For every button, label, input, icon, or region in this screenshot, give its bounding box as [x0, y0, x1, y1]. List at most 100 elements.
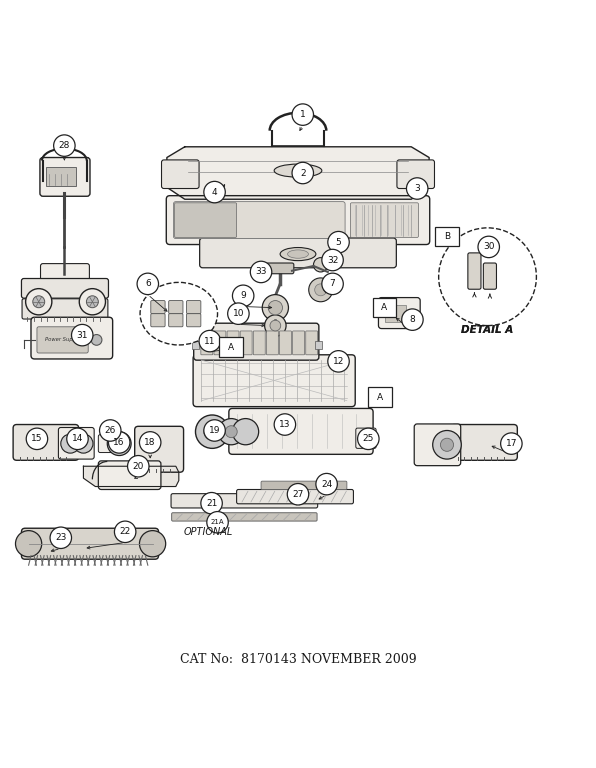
- Circle shape: [67, 428, 88, 449]
- Text: 19: 19: [209, 426, 221, 435]
- Polygon shape: [167, 147, 429, 199]
- FancyBboxPatch shape: [192, 341, 199, 349]
- Text: 15: 15: [31, 435, 43, 443]
- Circle shape: [262, 295, 288, 321]
- Circle shape: [207, 511, 228, 533]
- FancyBboxPatch shape: [315, 341, 322, 349]
- Text: 16: 16: [113, 438, 125, 447]
- Circle shape: [195, 415, 229, 449]
- FancyBboxPatch shape: [214, 331, 226, 355]
- FancyBboxPatch shape: [169, 300, 183, 313]
- Text: 30: 30: [483, 243, 495, 251]
- Text: 32: 32: [327, 256, 339, 264]
- FancyBboxPatch shape: [151, 313, 165, 327]
- Circle shape: [287, 484, 309, 505]
- Circle shape: [328, 231, 349, 253]
- FancyBboxPatch shape: [414, 424, 461, 465]
- Text: 21A: 21A: [211, 519, 224, 525]
- Text: CAT No:  8170143 NOVEMBER 2009: CAT No: 8170143 NOVEMBER 2009: [179, 653, 417, 666]
- Circle shape: [228, 303, 249, 324]
- FancyBboxPatch shape: [397, 160, 434, 188]
- FancyBboxPatch shape: [306, 331, 318, 355]
- Text: 27: 27: [292, 490, 304, 498]
- Text: OPTIONAL: OPTIONAL: [184, 527, 233, 537]
- Circle shape: [478, 237, 499, 257]
- FancyBboxPatch shape: [193, 355, 355, 406]
- Circle shape: [274, 414, 296, 435]
- Text: 25: 25: [362, 435, 374, 443]
- FancyBboxPatch shape: [46, 167, 76, 186]
- Text: 3: 3: [414, 184, 420, 193]
- Circle shape: [107, 432, 131, 455]
- Circle shape: [309, 278, 333, 302]
- Circle shape: [15, 531, 42, 557]
- Text: B: B: [444, 232, 450, 240]
- Text: 18: 18: [144, 438, 156, 447]
- Circle shape: [316, 473, 337, 495]
- FancyBboxPatch shape: [293, 331, 305, 355]
- FancyBboxPatch shape: [266, 263, 294, 273]
- Ellipse shape: [280, 247, 316, 260]
- Circle shape: [128, 455, 149, 477]
- Circle shape: [114, 521, 136, 542]
- Text: 10: 10: [232, 310, 244, 318]
- FancyBboxPatch shape: [171, 494, 318, 508]
- Circle shape: [292, 104, 313, 125]
- Circle shape: [440, 439, 454, 452]
- Text: 31: 31: [76, 331, 88, 339]
- FancyBboxPatch shape: [378, 297, 420, 329]
- FancyBboxPatch shape: [227, 331, 239, 355]
- FancyBboxPatch shape: [266, 331, 278, 355]
- FancyBboxPatch shape: [31, 317, 113, 359]
- Circle shape: [232, 285, 254, 306]
- FancyBboxPatch shape: [22, 299, 108, 319]
- Text: A: A: [381, 303, 387, 313]
- FancyBboxPatch shape: [187, 300, 201, 313]
- FancyBboxPatch shape: [40, 157, 90, 197]
- Circle shape: [250, 261, 272, 283]
- Circle shape: [139, 432, 161, 453]
- FancyBboxPatch shape: [229, 409, 373, 455]
- Text: 13: 13: [279, 420, 291, 429]
- Circle shape: [74, 434, 93, 453]
- FancyBboxPatch shape: [172, 513, 317, 521]
- Circle shape: [322, 250, 343, 271]
- Text: 28: 28: [58, 141, 70, 150]
- Text: 14: 14: [72, 435, 83, 443]
- Circle shape: [54, 135, 75, 157]
- Circle shape: [204, 423, 221, 440]
- FancyBboxPatch shape: [187, 313, 201, 327]
- Circle shape: [61, 434, 80, 453]
- Text: 26: 26: [104, 426, 116, 435]
- Circle shape: [313, 257, 328, 272]
- Text: 1: 1: [300, 110, 306, 119]
- Circle shape: [268, 300, 283, 315]
- Circle shape: [232, 419, 259, 445]
- FancyBboxPatch shape: [41, 263, 89, 286]
- FancyBboxPatch shape: [435, 227, 459, 246]
- FancyBboxPatch shape: [162, 160, 199, 188]
- Circle shape: [322, 273, 343, 295]
- Circle shape: [79, 289, 105, 315]
- Circle shape: [439, 228, 536, 326]
- Circle shape: [86, 296, 98, 308]
- Circle shape: [204, 420, 225, 442]
- Text: 12: 12: [333, 357, 344, 366]
- FancyBboxPatch shape: [194, 323, 319, 360]
- FancyBboxPatch shape: [21, 528, 159, 559]
- Circle shape: [406, 177, 428, 199]
- FancyBboxPatch shape: [468, 253, 481, 290]
- FancyBboxPatch shape: [219, 337, 243, 356]
- FancyBboxPatch shape: [173, 202, 345, 239]
- Polygon shape: [83, 466, 179, 486]
- FancyBboxPatch shape: [385, 306, 406, 322]
- FancyBboxPatch shape: [356, 428, 376, 449]
- Text: 8: 8: [409, 315, 415, 324]
- Text: 21: 21: [206, 498, 218, 508]
- Circle shape: [26, 289, 52, 315]
- Text: 7: 7: [330, 280, 336, 288]
- FancyBboxPatch shape: [483, 263, 496, 290]
- Circle shape: [358, 428, 379, 449]
- Text: 6: 6: [145, 280, 151, 288]
- FancyBboxPatch shape: [201, 331, 213, 355]
